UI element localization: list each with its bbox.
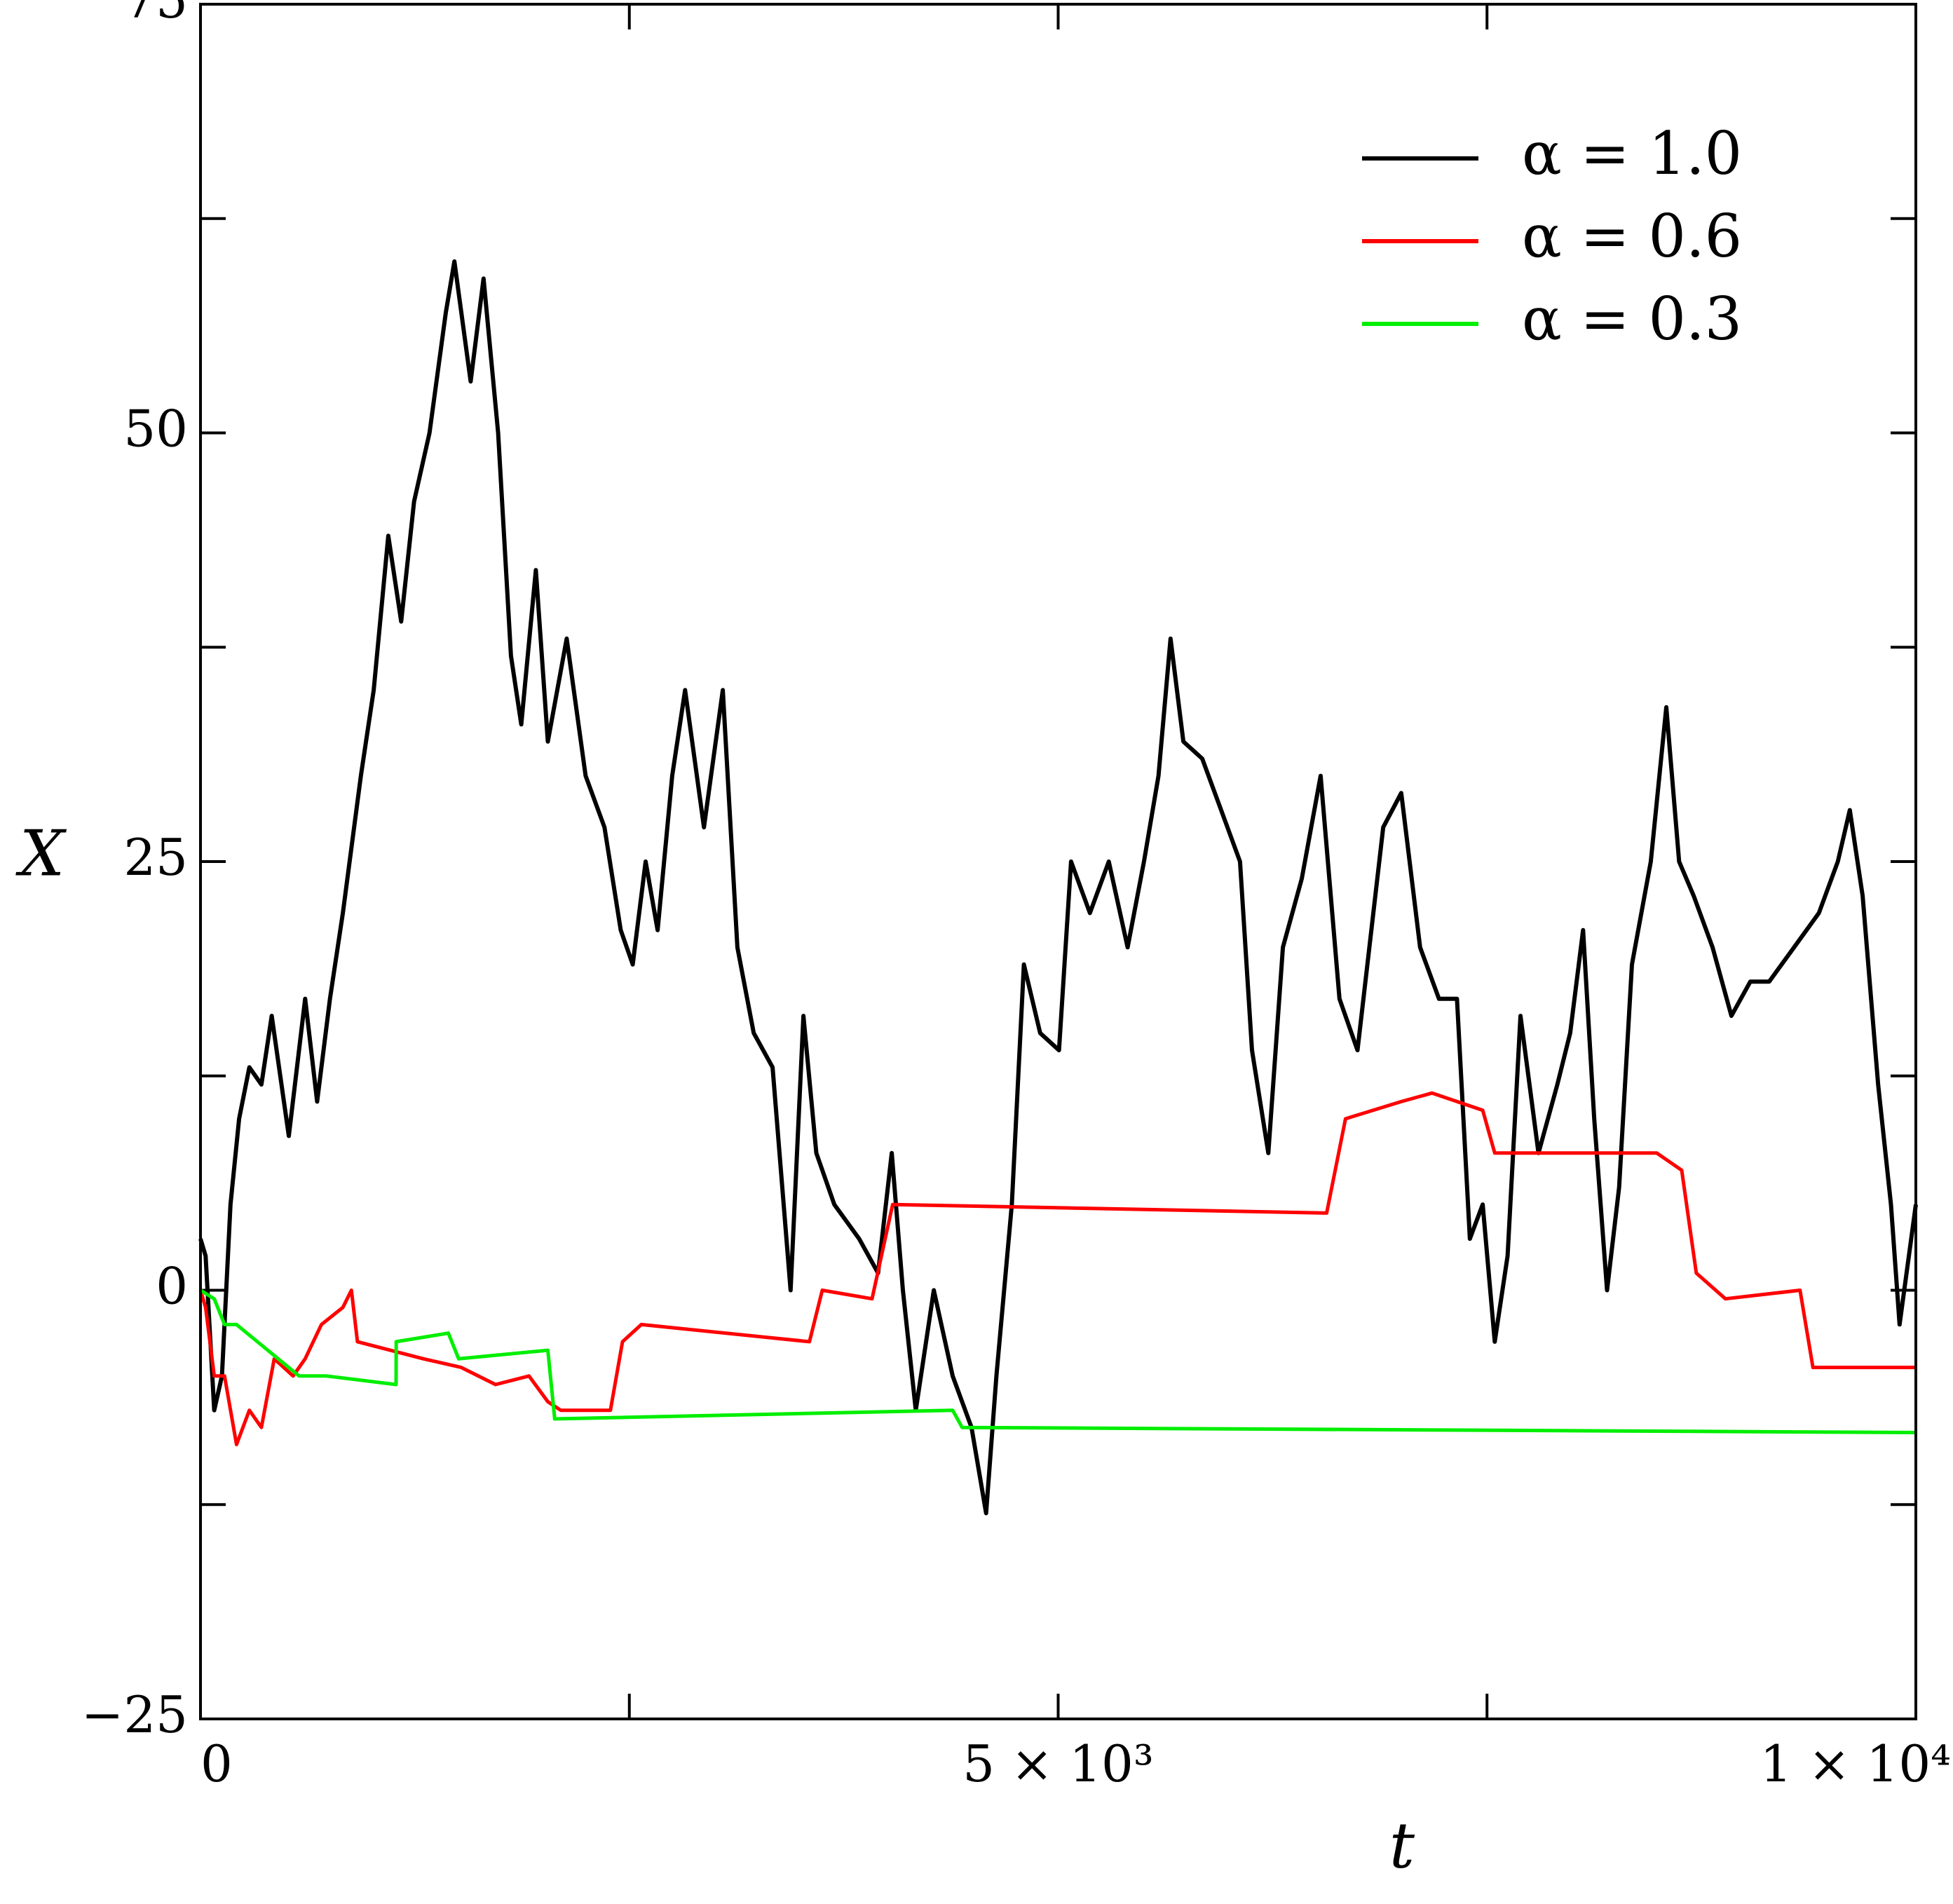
y-tick-label: −25 [81, 1685, 188, 1744]
series-line [198, 259, 1918, 1516]
legend-label: α = 1.0 [1522, 119, 1742, 188]
legend-label: α = 0.3 [1522, 285, 1742, 353]
y-axis-label: X [15, 817, 67, 890]
legend-label: α = 0.6 [1522, 202, 1742, 271]
plot-frame [199, 3, 1917, 1720]
x-tick-label: 0 [200, 1734, 233, 1793]
y-tick-label: 50 [123, 400, 188, 458]
y-tick-label: 0 [156, 1257, 188, 1316]
series-line [198, 1091, 1916, 1447]
y-tick-label: 75 [123, 0, 188, 29]
series-line [199, 1288, 1917, 1434]
x-axis-label: t [1389, 1809, 1415, 1882]
y-tick-label: 25 [123, 828, 188, 887]
x-tick-label: 1 × 10⁴ [1760, 1734, 1951, 1793]
x-tick-label: 5 × 10³ [962, 1734, 1153, 1793]
